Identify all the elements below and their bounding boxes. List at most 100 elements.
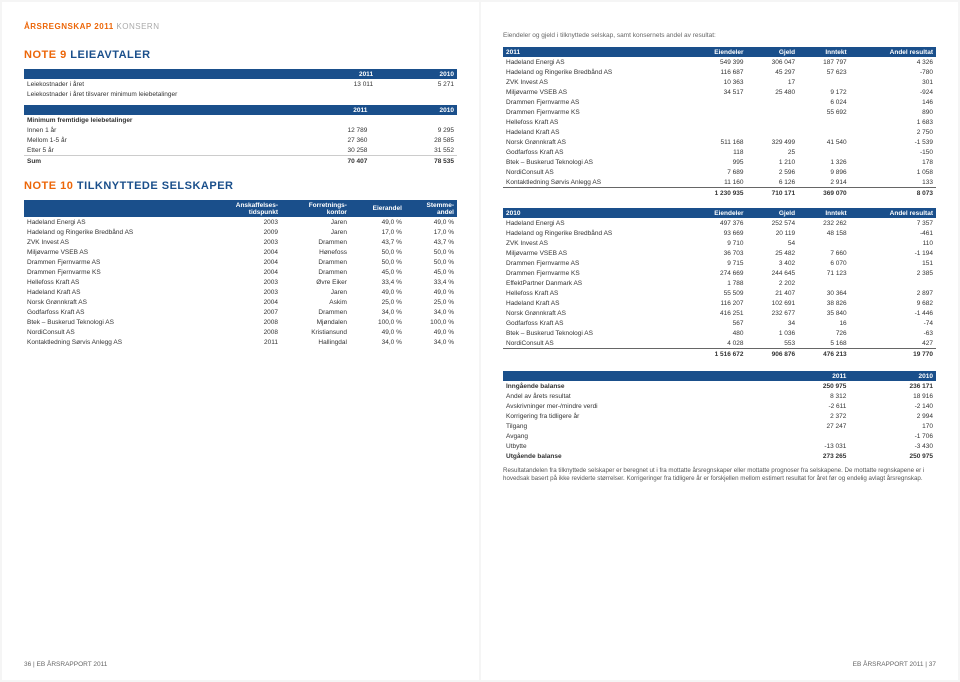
cell — [850, 278, 936, 288]
cell: 34 517 — [685, 87, 747, 97]
cell — [685, 127, 747, 137]
col: Andel resultat — [850, 47, 936, 57]
col — [24, 200, 206, 217]
note10-table: Anskaffelses- tidspunkt Forretnings- kon… — [24, 200, 457, 347]
cell: Hadeland og Ringerike Bredbånd AS — [24, 227, 206, 237]
cell: ZVK Invest AS — [503, 77, 685, 87]
cell: -2 611 — [763, 401, 850, 411]
cell — [798, 238, 850, 248]
cell: 8 073 — [850, 188, 936, 199]
page-left: ÅRSREGNSKAP 2011 KONSERN NOTE 9 LEIEAVTA… — [2, 2, 479, 680]
cell: 25 480 — [747, 87, 799, 97]
table-row: Kontaktledning Sørvis Anlegg AS11 1606 1… — [503, 177, 936, 188]
note9-table2: 20112010 Minimum fremtidige leiebetaling… — [24, 105, 457, 166]
cell: 178 — [850, 157, 936, 167]
cell: Jaren — [281, 217, 350, 227]
cell: 70 407 — [284, 156, 371, 167]
cell: 9 295 — [370, 125, 457, 135]
cell: 33,4 % — [350, 277, 405, 287]
cell: Utbytte — [503, 441, 763, 451]
cell: Avskrivninger mer-/mindre verdi — [503, 401, 763, 411]
cell: 11 160 — [685, 177, 747, 188]
col: 2010 — [849, 371, 936, 381]
cell: 6 024 — [798, 97, 850, 107]
cell: NordiConsult AS — [24, 327, 206, 337]
cell: 9 896 — [798, 167, 850, 177]
cell: Innen 1 år — [24, 125, 284, 135]
cell: Drammen — [281, 257, 350, 267]
cell: 890 — [850, 107, 936, 117]
cell: 567 — [685, 318, 747, 328]
note10-orange: NOTE 10 — [24, 180, 73, 192]
cell: 13 011 — [284, 79, 376, 89]
cell — [503, 349, 685, 360]
cell: Drammen Fjernvarme AS — [24, 257, 206, 267]
table-row: Hadeland Kraft AS2003Jaren49,0 %49,0 % — [24, 287, 457, 297]
table-row: Utgående balanse273 265250 975 — [503, 451, 936, 461]
cell: 1 210 — [747, 157, 799, 167]
cell: 301 — [850, 77, 936, 87]
cell: 8 312 — [763, 391, 850, 401]
cell: Kontaktledning Sørvis Anlegg AS — [503, 177, 685, 188]
cell: 54 — [747, 238, 799, 248]
footnote-text: Resultatandelen fra tilknyttede selskape… — [503, 467, 936, 483]
cell: 3 402 — [747, 258, 799, 268]
cell: 55 509 — [685, 288, 747, 298]
cell: 232 677 — [747, 308, 799, 318]
cell: 25,0 % — [405, 297, 457, 307]
cell: Hadeland Kraft AS — [24, 287, 206, 297]
cell: 48 158 — [798, 228, 850, 238]
note9-orange: NOTE 9 — [24, 49, 67, 61]
cell: Leiekostnader i året tilsvarer minimum l… — [24, 89, 284, 99]
cell — [747, 97, 799, 107]
cell: 252 574 — [747, 218, 799, 228]
cell: Drammen — [281, 307, 350, 317]
cell: 27 247 — [763, 421, 850, 431]
cell: Jaren — [281, 227, 350, 237]
table-row-total: 1 230 935710 171369 0708 073 — [503, 188, 936, 199]
cell: 49,0 % — [350, 287, 405, 297]
cell: 1 326 — [798, 157, 850, 167]
cell: 7 357 — [850, 218, 936, 228]
cell: 329 499 — [747, 137, 799, 147]
cell: 16 — [798, 318, 850, 328]
cell: 2007 — [206, 307, 281, 317]
cell: Inngående balanse — [503, 381, 763, 391]
cell: 55 692 — [798, 107, 850, 117]
cell: Hellefoss Kraft AS — [24, 277, 206, 287]
col: Eiendeler — [685, 47, 747, 57]
cell: 244 645 — [747, 268, 799, 278]
cell: 236 171 — [849, 381, 936, 391]
cell: ZVK Invest AS — [24, 237, 206, 247]
cell: -1 446 — [850, 308, 936, 318]
cell: 38 826 — [798, 298, 850, 308]
cell: 49,0 % — [350, 217, 405, 227]
cell: Jaren — [281, 287, 350, 297]
table-row: Norsk Grønnkraft AS511 168329 49941 540-… — [503, 137, 936, 147]
cell: 553 — [747, 338, 799, 349]
cell: -74 — [850, 318, 936, 328]
cell: Leiekostnader i året — [24, 79, 284, 89]
cell: Korrigering fra tidligere år — [503, 411, 763, 421]
cell: 110 — [850, 238, 936, 248]
table-row: Norsk Grønnkraft AS2004Askim25,0 %25,0 % — [24, 297, 457, 307]
cell: Miljøvarme VSEB AS — [503, 248, 685, 258]
cell: 17,0 % — [350, 227, 405, 237]
cell: 151 — [850, 258, 936, 268]
cell: Drammen Fjernvarme AS — [503, 258, 685, 268]
cell: ZVK Invest AS — [503, 238, 685, 248]
cell: EffektPartner Danmark AS — [503, 278, 685, 288]
cell: Godfarfoss Kraft AS — [503, 147, 685, 157]
cell — [685, 97, 747, 107]
cell: Sum — [24, 156, 284, 167]
cell: 2003 — [206, 287, 281, 297]
col: Forretnings- kontor — [281, 200, 350, 217]
col: Gjeld — [747, 47, 799, 57]
cell: Drammen — [281, 267, 350, 277]
cell: Avgang — [503, 431, 763, 441]
cell: 480 — [685, 328, 747, 338]
cell: Godfarfoss Kraft AS — [24, 307, 206, 317]
cell: Hellefoss Kraft AS — [503, 288, 685, 298]
cell: 49,0 % — [405, 217, 457, 227]
cell: 34,0 % — [350, 337, 405, 347]
